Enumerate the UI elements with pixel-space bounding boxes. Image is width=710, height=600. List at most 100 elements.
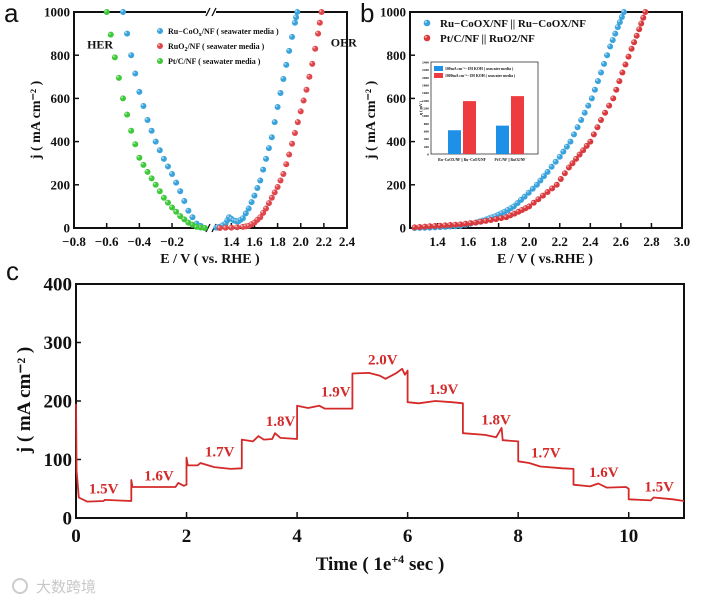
a-point-2 bbox=[156, 188, 163, 195]
inset-y-tick-label: 400 bbox=[424, 137, 430, 141]
b-point-1-highlight bbox=[536, 197, 539, 200]
b-point-1 bbox=[636, 26, 643, 33]
b-point-0-highlight bbox=[601, 61, 605, 64]
b-point-1-highlight bbox=[602, 110, 606, 113]
a-point-0 bbox=[144, 117, 151, 123]
a-point-1-highlight bbox=[284, 162, 287, 165]
c-current-line bbox=[75, 367, 685, 503]
b-point-1-highlight bbox=[432, 223, 435, 226]
b-point-1 bbox=[416, 223, 423, 230]
a-point-1-highlight bbox=[319, 9, 322, 12]
a-point-0-highlight bbox=[190, 215, 193, 218]
a-point-2 bbox=[160, 194, 167, 201]
b-point-1-highlight bbox=[617, 79, 620, 82]
a-point-0-highlight bbox=[145, 117, 148, 120]
b-point-1-highlight bbox=[417, 224, 420, 227]
a-point-0-highlight bbox=[263, 156, 267, 159]
a-point-1 bbox=[222, 224, 229, 231]
a-point-0 bbox=[277, 90, 284, 96]
b-legend-marker-highlight bbox=[424, 20, 427, 23]
a-point-1-highlight bbox=[266, 201, 269, 204]
a-point-2 bbox=[128, 127, 135, 134]
a-point-0-highlight bbox=[169, 171, 173, 174]
a-point-0 bbox=[140, 102, 147, 109]
a-point-2 bbox=[111, 54, 118, 61]
a-point-0 bbox=[283, 61, 290, 68]
a-point-0 bbox=[271, 119, 278, 126]
a-point-2 bbox=[164, 199, 171, 206]
a-point-1-highlight bbox=[229, 225, 232, 228]
b-point-0-highlight bbox=[592, 87, 595, 90]
b-legend-marker-highlight bbox=[424, 35, 427, 39]
b-point-1-highlight bbox=[577, 152, 580, 155]
a-x-tick-label: −0.2 bbox=[160, 234, 184, 249]
a-point-0 bbox=[265, 145, 272, 152]
a-point-0-highlight bbox=[125, 31, 128, 34]
axis-break-mark bbox=[211, 7, 217, 17]
b-point-0-highlight bbox=[568, 139, 571, 142]
a-point-2-highlight bbox=[174, 209, 177, 212]
b-legend-label: Pt/C/NF || RuO2/NF bbox=[440, 33, 535, 45]
a-point-0-highlight bbox=[289, 34, 293, 37]
a-point-2 bbox=[148, 175, 155, 182]
b-legend-marker bbox=[423, 34, 431, 42]
b-point-1 bbox=[557, 176, 564, 183]
a-point-0-highlight bbox=[137, 89, 140, 92]
a-point-1 bbox=[283, 161, 290, 168]
b-point-0-highlight bbox=[561, 149, 564, 152]
a-point-1 bbox=[316, 19, 323, 26]
b-point-1 bbox=[638, 20, 645, 27]
a-point-1-highlight bbox=[263, 206, 267, 209]
a-point-0-highlight bbox=[287, 48, 290, 51]
a-point-1-highlight bbox=[272, 190, 275, 193]
a-point-2 bbox=[144, 168, 151, 175]
a-point-0-highlight bbox=[258, 178, 261, 181]
a-point-0-highlight bbox=[120, 9, 124, 12]
a-point-0 bbox=[251, 192, 258, 199]
b-point-0 bbox=[601, 60, 608, 67]
a-point-2-highlight bbox=[186, 220, 189, 223]
a-point-2-highlight bbox=[120, 96, 124, 99]
b-point-1 bbox=[442, 222, 449, 229]
b-x-tick-label: 2.8 bbox=[643, 234, 660, 249]
b-x-tick-label: 2.6 bbox=[613, 234, 630, 249]
a-point-0-highlight bbox=[261, 167, 264, 170]
a-legend-label: Ru−CoOx/NF ( seawater media ) bbox=[168, 27, 279, 38]
a-point-0 bbox=[257, 177, 264, 184]
a-point-1 bbox=[234, 224, 241, 231]
b-point-0 bbox=[598, 69, 605, 76]
a-point-0 bbox=[124, 30, 131, 37]
chart-c: 0 100 200 300 400 0 2 4 6 8 10 Time ( 1e+4 sec ) j (… bbox=[14, 275, 685, 575]
inset-bar bbox=[511, 96, 524, 154]
b-point-1-highlight bbox=[611, 96, 614, 99]
b-point-1-highlight bbox=[448, 222, 451, 226]
b-x-tick-label: 1.4 bbox=[429, 234, 446, 249]
a-point-0 bbox=[189, 214, 196, 221]
b-point-1 bbox=[561, 170, 568, 177]
b-point-1 bbox=[437, 222, 444, 229]
b-point-0 bbox=[552, 158, 559, 165]
a-point-0-highlight bbox=[149, 128, 152, 131]
b-point-1 bbox=[633, 32, 640, 39]
b-point-0-highlight bbox=[502, 209, 505, 212]
inset-y-tick-label: 2400 bbox=[422, 61, 429, 65]
panel-label-c: c bbox=[6, 256, 19, 286]
inset-y-tick-label: 800 bbox=[424, 122, 430, 126]
b-point-0 bbox=[571, 131, 578, 138]
a-point-2-highlight bbox=[112, 55, 115, 58]
a-point-0 bbox=[280, 75, 287, 82]
a-point-0 bbox=[148, 127, 155, 134]
axis-break-mark bbox=[205, 7, 211, 17]
a-legend-label: RuO2/NF ( seawater media ) bbox=[168, 42, 265, 53]
a-point-2-highlight bbox=[104, 9, 107, 12]
a-point-1-highlight bbox=[310, 61, 313, 64]
b-point-0-highlight bbox=[586, 103, 589, 106]
b-point-0-highlight bbox=[564, 144, 567, 147]
c-x-axis-label: Time ( 1e+4 sec ) bbox=[316, 552, 445, 575]
a-point-2-highlight bbox=[141, 162, 144, 165]
b-point-0 bbox=[607, 43, 614, 50]
a-point-2-highlight bbox=[182, 217, 185, 220]
inset-y-tick-label: 0 bbox=[427, 153, 429, 157]
b-point-1-highlight bbox=[614, 87, 617, 90]
